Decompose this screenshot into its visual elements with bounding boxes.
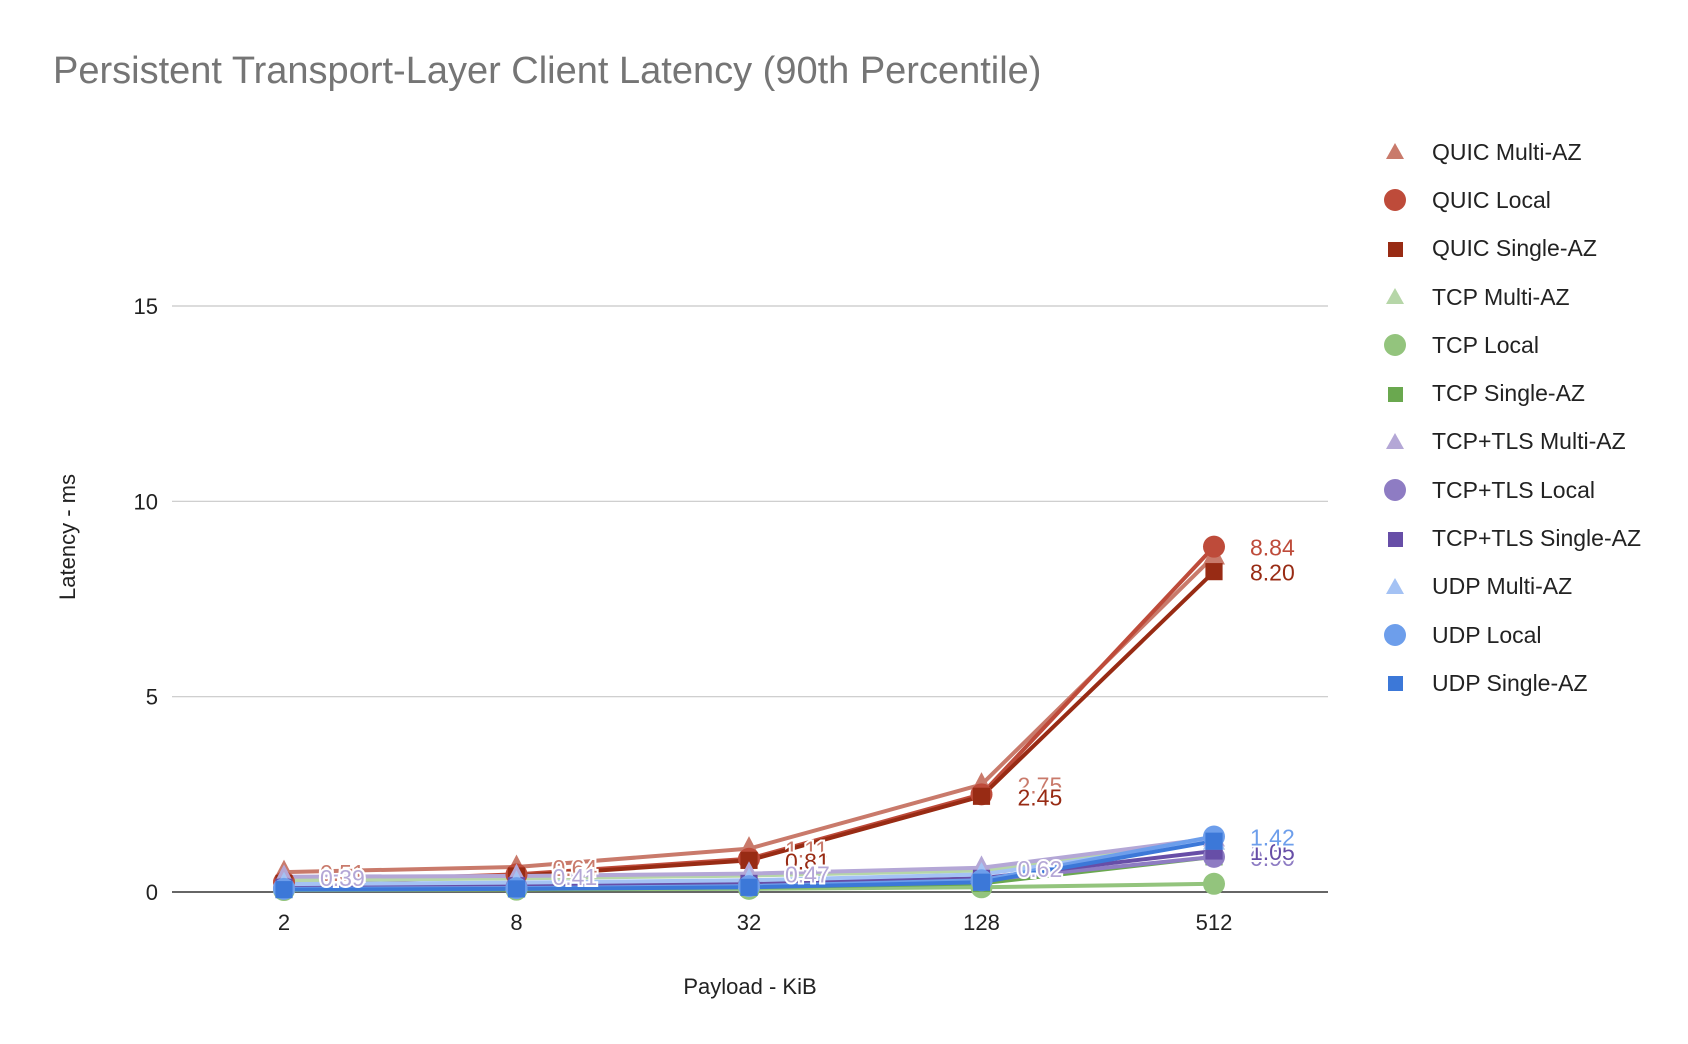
- data-point: [1205, 563, 1223, 581]
- legend-item: TCP Local: [1380, 321, 1641, 369]
- legend-swatch: [1384, 624, 1406, 647]
- data-label: 0.62: [1018, 856, 1063, 882]
- y-tick-label: 0: [146, 880, 158, 905]
- legend-item: QUIC Single-AZ: [1380, 225, 1641, 273]
- legend-item: TCP Single-AZ: [1380, 369, 1641, 417]
- data-label: 0.81: [785, 848, 830, 874]
- x-tick-label: 2: [278, 910, 290, 935]
- legend-label: QUIC Single-AZ: [1432, 235, 1597, 262]
- y-axis-title: Latency - ms: [55, 474, 80, 600]
- x-axis-title: Payload - KiB: [683, 974, 816, 999]
- data-label: 0.90: [1250, 845, 1295, 871]
- data-point: [1205, 832, 1223, 850]
- series-line: [283, 545, 1216, 885]
- data-label: 2.75: [1018, 773, 1063, 799]
- legend-swatch: [1384, 334, 1406, 357]
- series-line: [283, 554, 1216, 875]
- data-point: [1203, 535, 1225, 558]
- legend-marker-circle-icon: [1384, 479, 1406, 502]
- legend-item: UDP Multi-AZ: [1380, 563, 1641, 611]
- y-tick-label: 10: [134, 489, 158, 514]
- legend-label: UDP Single-AZ: [1432, 669, 1588, 696]
- legend-marker-square-icon: [1388, 386, 1403, 402]
- legend-label: TCP+TLS Multi-AZ: [1432, 428, 1626, 455]
- x-tick-label: 8: [510, 910, 522, 935]
- legend-swatch: [1388, 531, 1403, 547]
- data-label: 1.11: [785, 837, 828, 863]
- data-label: 0.39: [320, 865, 365, 891]
- y-tick-label: 15: [134, 294, 158, 319]
- data-label: 8.20: [1250, 560, 1295, 586]
- x-tick-label: 128: [963, 910, 1000, 935]
- legend-item: TCP+TLS Single-AZ: [1380, 514, 1641, 562]
- legend-marker-triangle-icon: [1386, 288, 1404, 305]
- data-point: [1203, 872, 1225, 895]
- y-tick-label: 5: [146, 685, 158, 710]
- legend-swatch: [1388, 241, 1403, 257]
- legend-label: UDP Multi-AZ: [1432, 573, 1573, 600]
- legend-marker-circle-icon: [1384, 189, 1406, 212]
- legend-label: UDP Local: [1432, 621, 1542, 648]
- legend-label: TCP Multi-AZ: [1432, 283, 1570, 310]
- legend-label: TCP+TLS Single-AZ: [1432, 525, 1641, 552]
- data-point: [740, 851, 758, 869]
- x-tick-label: 512: [1196, 910, 1233, 935]
- legend-item: QUIC Multi-AZ: [1380, 128, 1641, 176]
- legend-marker-circle-icon: [1384, 334, 1406, 357]
- legend-label: TCP Local: [1432, 331, 1539, 358]
- legend-swatch: [1386, 288, 1404, 305]
- data-point: [740, 878, 758, 896]
- legend-swatch: [1386, 143, 1404, 160]
- legend-item: QUIC Local: [1380, 176, 1641, 224]
- data-label: 8.84: [1250, 535, 1295, 561]
- data-label: 0.41: [553, 864, 598, 890]
- data-label: 0.64: [553, 855, 598, 881]
- legend-label: QUIC Local: [1432, 186, 1551, 213]
- legend-marker-square-icon: [1388, 531, 1403, 547]
- data-label: 1.42: [1250, 825, 1295, 851]
- data-point: [972, 787, 991, 805]
- legend-marker-square-icon: [1388, 676, 1403, 692]
- legend-swatch: [1386, 432, 1404, 449]
- legend-swatch: [1384, 189, 1406, 212]
- x-tick-label: 32: [737, 910, 761, 935]
- legend: QUIC Multi-AZ QUIC Local QUIC Single-AZ TCP…: [1380, 128, 1641, 708]
- legend-item: TCP Multi-AZ: [1380, 273, 1641, 321]
- legend-marker-triangle-icon: [1386, 143, 1404, 160]
- legend-label: QUIC Multi-AZ: [1432, 138, 1582, 165]
- data-point: [507, 880, 526, 898]
- legend-swatch: [1384, 479, 1406, 502]
- legend-item: TCP+TLS Local: [1380, 466, 1641, 514]
- legend-marker-circle-icon: [1384, 624, 1406, 647]
- legend-swatch: [1386, 577, 1404, 594]
- legend-item: UDP Single-AZ: [1380, 659, 1641, 707]
- legend-item: UDP Local: [1380, 611, 1641, 659]
- legend-label: TCP Single-AZ: [1432, 380, 1585, 407]
- data-label: 1.05: [1250, 839, 1295, 865]
- legend-item: TCP+TLS Multi-AZ: [1380, 418, 1641, 466]
- data-point: [275, 881, 293, 899]
- legend-label: TCP+TLS Local: [1432, 476, 1595, 503]
- data-label: 2.45: [1018, 784, 1063, 810]
- data-point: [972, 873, 991, 891]
- legend-marker-triangle-icon: [1386, 432, 1404, 449]
- legend-swatch: [1388, 676, 1403, 692]
- data-label: 0.51: [320, 860, 365, 886]
- legend-marker-triangle-icon: [1386, 577, 1404, 594]
- legend-marker-square-icon: [1388, 241, 1403, 257]
- data-label: 0.47: [785, 862, 830, 888]
- legend-swatch: [1388, 386, 1403, 402]
- chart-title: Persistent Transport-Layer Client Latenc…: [53, 50, 1042, 92]
